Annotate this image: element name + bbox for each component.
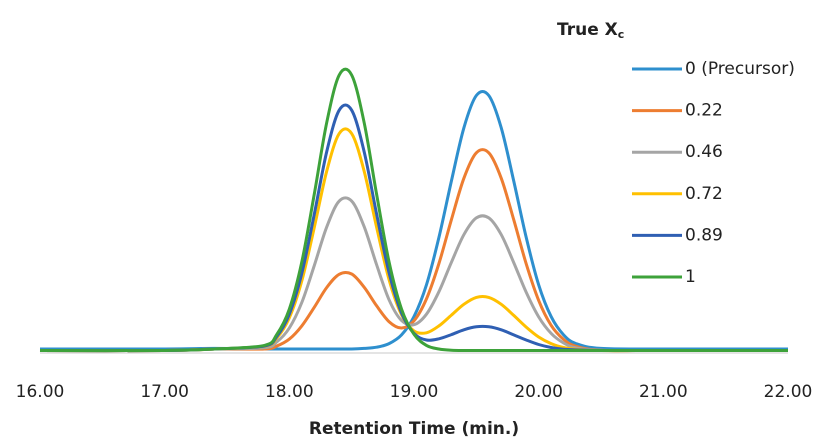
x-tick-label: 22.00 [764, 382, 813, 402]
legend-title-subscript: c [618, 28, 625, 41]
legend-title: True Xc [557, 20, 624, 41]
legend-label: 0 (Precursor) [685, 59, 795, 79]
legend-label: 0.46 [685, 142, 723, 162]
x-tick-label: 17.00 [140, 382, 189, 402]
x-tick-label: 20.00 [514, 382, 563, 402]
data-line [39, 103, 788, 353]
legend-label: 1 [685, 267, 696, 287]
legend-title-main: True X [557, 20, 618, 40]
data-line [39, 196, 789, 353]
data-line [39, 148, 789, 353]
x-tick-label: 18.00 [265, 382, 314, 402]
x-tick-label: 16.00 [16, 382, 65, 402]
x-axis-title: Retention Time (min.) [309, 419, 519, 439]
legend-label: 0.89 [685, 225, 723, 245]
data-line [39, 67, 788, 353]
x-tick-label: 19.00 [390, 382, 439, 402]
legend-label: 0.72 [685, 184, 723, 204]
legend-label: 0.22 [685, 101, 723, 121]
data-line [39, 89, 789, 351]
x-tick-label: 21.00 [639, 382, 688, 402]
